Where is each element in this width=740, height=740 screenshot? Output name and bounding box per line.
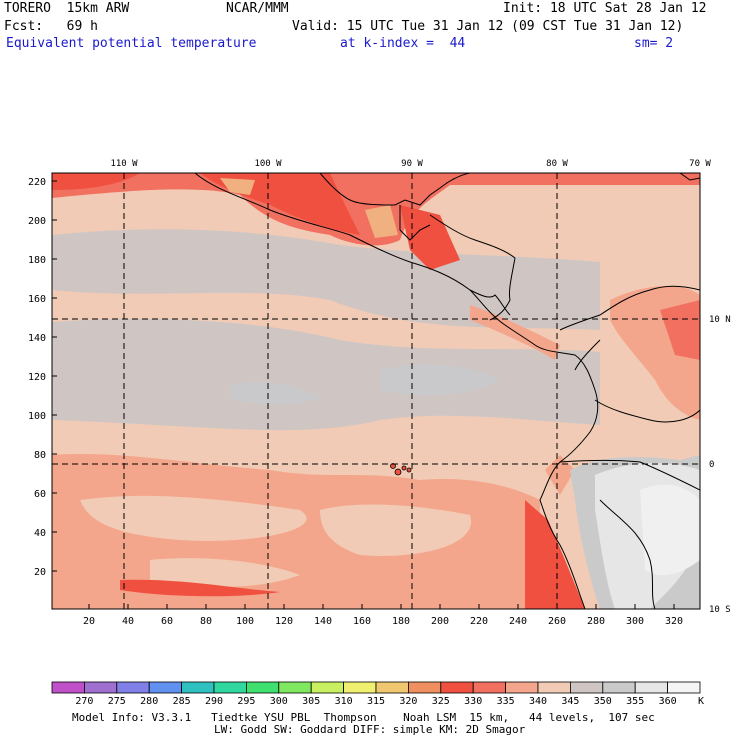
colorbar-swatch [278, 681, 312, 694]
y-tick-label: 160 [28, 294, 46, 305]
valid-time: Valid: 15 UTC Tue 31 Jan 12 (09 CST Tue … [292, 19, 684, 34]
lon-label: 90 W [401, 159, 423, 169]
organization: NCAR/MMM [226, 1, 289, 16]
colorbar-label: 315 [367, 696, 385, 707]
lon-label: 70 W [689, 159, 711, 169]
latitude-labels: 10 N 0 10 S [709, 315, 731, 615]
x-tick-label: 220 [470, 616, 488, 627]
forecast-hour: Fcst: 69 h [4, 19, 98, 34]
colorbar-swatch [51, 681, 85, 694]
colorbar-labels: 270 275 280 285 290 295 300 305 310 315 320 325 330 3… [75, 696, 676, 707]
plot-frame [51, 172, 701, 610]
model-name: TORERO 15km ARW [4, 1, 130, 16]
colorbar-label: 290 [205, 696, 223, 707]
colorbar-swatch [245, 681, 280, 694]
y-tick-label: 20 [34, 567, 46, 578]
colorbar-label: 300 [270, 696, 288, 707]
y-tick-label: 140 [28, 333, 46, 344]
colorbar-label: 350 [594, 696, 612, 707]
y-tick-label: 60 [34, 489, 46, 500]
lon-label: 100 W [254, 159, 282, 169]
x-tick-label: 100 [236, 616, 254, 627]
colorbar-label: 340 [529, 696, 547, 707]
colorbar-swatch [213, 681, 247, 694]
colorbar-swatch [343, 681, 377, 694]
colorbar-unit: K [698, 696, 704, 707]
lat-label: 0 [709, 460, 714, 470]
x-tick-label: 80 [200, 616, 212, 627]
x-tick-label: 60 [161, 616, 173, 627]
x-tick-label: 20 [83, 616, 95, 627]
colorbar-label: 325 [432, 696, 450, 707]
colorbar-label: 345 [561, 696, 579, 707]
colorbar-label: 270 [75, 696, 93, 707]
theta-e-field [52, 173, 700, 609]
colorbar-label: 285 [173, 696, 191, 707]
lon-label: 110 W [110, 159, 138, 169]
y-tick-label: 180 [28, 255, 46, 266]
colorbar-swatch [181, 681, 215, 694]
y-tick-label: 40 [34, 528, 46, 539]
colorbar [51, 681, 701, 694]
coastlines [194, 173, 700, 609]
colorbar-swatch [570, 681, 604, 694]
colorbar-label: 330 [464, 696, 482, 707]
colorbar-swatch [148, 681, 182, 694]
colorbar-swatch [537, 681, 571, 694]
colorbar-label: 310 [335, 696, 353, 707]
y-tick-label: 120 [28, 372, 46, 383]
colorbar-swatch [634, 681, 669, 694]
x-tick-label: 160 [353, 616, 371, 627]
colorbar-label: 355 [626, 696, 644, 707]
x-tick-label: 140 [314, 616, 332, 627]
colorbar-swatch [505, 681, 539, 694]
x-tick-label: 320 [665, 616, 683, 627]
axis-ticks [52, 180, 675, 609]
x-tick-label: 240 [509, 616, 527, 627]
longitude-labels: 110 W 100 W 90 W 80 W 70 W [110, 159, 711, 169]
field-name: Equivalent potential temperature [6, 36, 257, 51]
lon-label: 80 W [546, 159, 568, 169]
colorbar-label: 360 [659, 696, 677, 707]
colorbar-swatch [440, 681, 474, 694]
colorbar-swatch [407, 681, 442, 694]
x-tick-label: 300 [626, 616, 644, 627]
lat-label: 10 N [709, 315, 731, 325]
colorbar-swatch [375, 681, 409, 694]
colorbar-swatch [310, 681, 345, 694]
y-tick-labels: 220 200 180 160 140 120 100 80 60 40 20 [28, 177, 46, 578]
colorbar-swatch [602, 681, 636, 694]
y-tick-label: 200 [28, 216, 46, 227]
colorbar-swatch [116, 681, 150, 694]
x-tick-label: 120 [275, 616, 293, 627]
smoothing-info: sm= 2 [634, 36, 674, 51]
y-tick-label: 100 [28, 411, 46, 422]
colorbar-label: 275 [108, 696, 126, 707]
model-info-line1: Model Info: V3.3.1 Tiedtke YSU PBL Thomp… [72, 711, 655, 724]
x-tick-label: 180 [392, 616, 410, 627]
y-tick-label: 220 [28, 177, 46, 188]
colorbar-swatch [84, 681, 118, 694]
x-tick-label: 40 [122, 616, 134, 627]
x-tick-labels: 20 40 60 80 100 120 140 160 180 200 220 … [83, 616, 683, 627]
colorbar-label: 280 [140, 696, 158, 707]
colorbar-swatch [667, 681, 701, 694]
colorbar-label: 295 [237, 696, 255, 707]
model-info-line2: LW: Godd SW: Goddard DIFF: simple KM: 2D… [214, 723, 526, 736]
x-tick-label: 260 [548, 616, 566, 627]
init-time: Init: 18 UTC Sat 28 Jan 12 [503, 1, 707, 16]
colorbar-label: 335 [497, 696, 515, 707]
lat-lon-grid [52, 173, 700, 609]
colorbar-label: 320 [399, 696, 417, 707]
x-tick-label: 200 [431, 616, 449, 627]
colorbar-swatch [472, 681, 507, 694]
x-tick-label: 280 [587, 616, 605, 627]
lat-label: 10 S [709, 605, 731, 615]
y-tick-label: 80 [34, 450, 46, 461]
level-info: at k-index = 44 [340, 36, 466, 51]
colorbar-label: 305 [302, 696, 320, 707]
